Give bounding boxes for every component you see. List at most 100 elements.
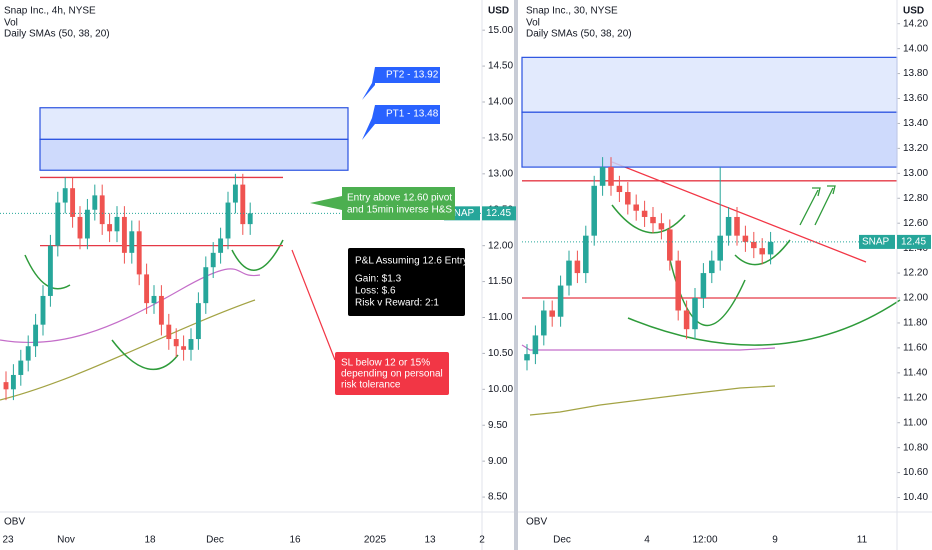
callout bbox=[362, 67, 440, 100]
x-tick-label: 11 bbox=[857, 535, 868, 546]
y-tick-label: 14.20 bbox=[903, 18, 928, 29]
sma-line bbox=[521, 344, 776, 351]
chart-subtitle: Daily SMAs (50, 38, 20) bbox=[526, 29, 632, 40]
candle-body bbox=[675, 260, 681, 311]
y-tick-label: 12.60 bbox=[903, 218, 928, 229]
candle-body bbox=[62, 188, 68, 203]
y-tick-label: 9.50 bbox=[488, 420, 508, 431]
candle-body bbox=[121, 216, 127, 253]
candle-body bbox=[114, 216, 120, 232]
pattern-curve bbox=[231, 239, 284, 271]
currency: USD bbox=[903, 6, 924, 17]
candle-body bbox=[667, 229, 673, 261]
candle-body bbox=[3, 382, 9, 390]
y-tick-label: 10.80 bbox=[903, 442, 928, 453]
x-tick-label: 18 bbox=[144, 535, 156, 546]
y-tick-label: 10.60 bbox=[903, 467, 928, 478]
y-tick-label: 13.50 bbox=[488, 133, 513, 144]
candle-body bbox=[742, 235, 749, 242]
candle-body bbox=[599, 167, 606, 186]
candle-body bbox=[767, 241, 774, 255]
candle-body bbox=[625, 192, 631, 205]
candle-body bbox=[658, 223, 665, 230]
sma-line bbox=[0, 299, 256, 401]
y-tick-label: 10.40 bbox=[903, 492, 928, 503]
candle-body bbox=[549, 310, 555, 317]
candle-body bbox=[18, 360, 24, 375]
chart-subtitle: Vol bbox=[4, 18, 18, 29]
candle-body bbox=[700, 273, 707, 299]
pattern-curve bbox=[627, 299, 901, 346]
x-tick-label: 13 bbox=[424, 535, 436, 546]
candle-body bbox=[725, 216, 732, 236]
candle-body bbox=[633, 204, 639, 211]
candle-body bbox=[566, 260, 572, 286]
candle-body bbox=[188, 339, 194, 350]
candle-body bbox=[734, 216, 740, 236]
candle-body bbox=[541, 310, 547, 336]
y-tick-label: 10.00 bbox=[488, 384, 513, 395]
info-box bbox=[348, 248, 465, 316]
pattern-curve bbox=[24, 254, 71, 290]
candle-body bbox=[683, 310, 690, 330]
x-tick-label: 23 bbox=[2, 535, 14, 546]
callout bbox=[310, 187, 455, 220]
y-tick-label: 10.50 bbox=[488, 348, 513, 359]
ticker-tag bbox=[859, 234, 895, 249]
candle-body bbox=[240, 184, 246, 225]
callout-text: and 15min inverse H&S bbox=[347, 205, 452, 216]
candle-body bbox=[129, 231, 135, 253]
candle-body bbox=[574, 260, 581, 274]
candle-body bbox=[136, 231, 142, 275]
drawings-left bbox=[0, 239, 336, 401]
candle-body bbox=[40, 295, 46, 325]
candle-body bbox=[47, 245, 53, 296]
callout-text: PT1 - 13.48 bbox=[386, 109, 439, 120]
y-tick-label: 12.00 bbox=[903, 293, 928, 304]
target-zone bbox=[39, 107, 349, 140]
candle-body bbox=[84, 209, 90, 239]
indicator-label: OBV bbox=[526, 517, 547, 528]
x-tick-label: Nov bbox=[57, 535, 75, 546]
y-tick-label: 12.20 bbox=[903, 268, 928, 279]
candle-body bbox=[203, 267, 209, 304]
candle-body bbox=[92, 195, 98, 210]
ticker: SNAP bbox=[862, 237, 890, 248]
x-tick-label: 9 bbox=[772, 535, 778, 546]
candle-body bbox=[717, 235, 723, 261]
x-tick-label: Dec bbox=[553, 535, 571, 546]
candle-body bbox=[158, 295, 164, 325]
x-tick-label: Dec bbox=[206, 535, 224, 546]
y-tick-label: 14.00 bbox=[488, 97, 513, 108]
target-zone bbox=[521, 56, 898, 113]
ticker: SNAP bbox=[447, 208, 475, 219]
candle-body bbox=[25, 346, 31, 361]
y-tick-label: 13.20 bbox=[903, 143, 928, 154]
candle-body bbox=[692, 298, 698, 330]
chart-subtitle: Daily SMAs (50, 38, 20) bbox=[4, 29, 110, 40]
currency: USD bbox=[488, 6, 509, 17]
candle-body bbox=[144, 274, 150, 304]
candle-body bbox=[524, 354, 530, 361]
candle-body bbox=[232, 184, 238, 203]
pattern-curve bbox=[111, 339, 179, 371]
y-tick-label: 11.40 bbox=[903, 367, 928, 378]
y-tick-label: 13.80 bbox=[903, 68, 928, 79]
x-tick-label: 2025 bbox=[364, 535, 387, 546]
target-zone bbox=[521, 111, 898, 168]
candle-body bbox=[55, 202, 61, 246]
candle-body bbox=[10, 374, 16, 390]
callout-text: Entry above 12.60 pivot bbox=[347, 193, 452, 204]
info-text: Risk v Reward: 2:1 bbox=[355, 298, 439, 309]
candle-body bbox=[151, 295, 157, 304]
candle-body bbox=[591, 185, 597, 236]
indicator-label: OBV bbox=[4, 517, 25, 528]
candle-body bbox=[173, 339, 179, 347]
y-tick-label: 14.00 bbox=[903, 43, 928, 54]
candle-body bbox=[181, 346, 187, 350]
candle-body bbox=[616, 185, 623, 193]
y-tick-label: 13.40 bbox=[903, 118, 928, 129]
sma-line bbox=[529, 385, 776, 416]
callout-text: risk tolerance bbox=[341, 380, 401, 391]
